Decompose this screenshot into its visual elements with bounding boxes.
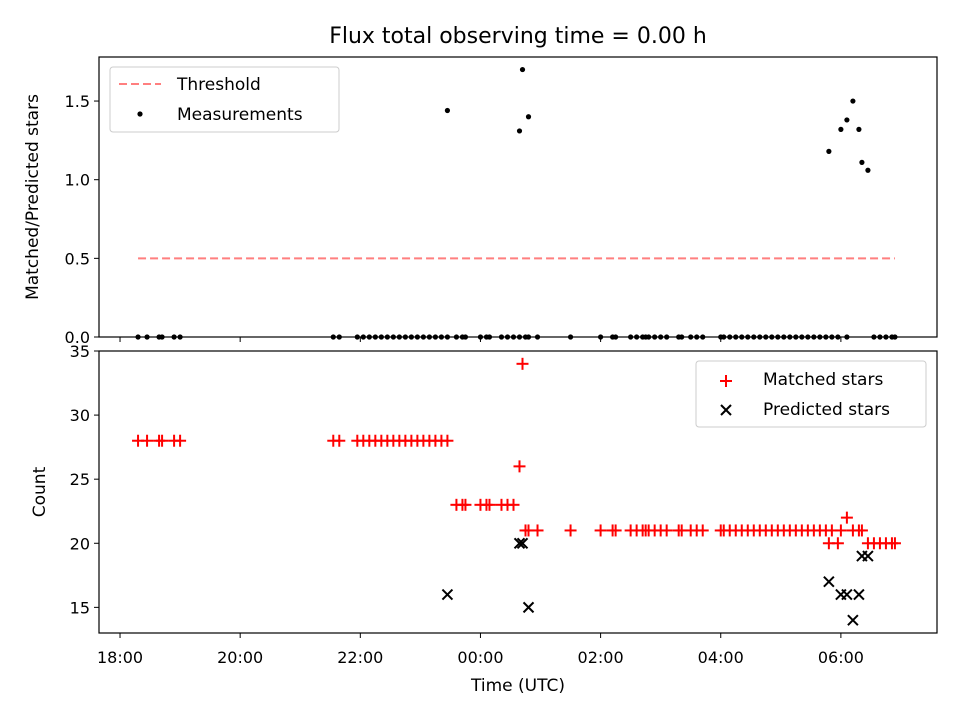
predicted-star-point bbox=[522, 601, 535, 614]
bottom-x-tick-label: 22:00 bbox=[337, 648, 383, 667]
measurement-point bbox=[838, 126, 844, 132]
bottom-x-tick-label: 00:00 bbox=[457, 648, 503, 667]
bottom-y-tick-label: 35 bbox=[70, 342, 90, 361]
matched-star-point bbox=[141, 434, 154, 447]
bottom-legend: Matched stars Predicted stars bbox=[695, 360, 927, 428]
predicted-star-point bbox=[841, 588, 853, 601]
legend-matched-swatch bbox=[720, 375, 732, 387]
matched-star-point bbox=[156, 434, 169, 447]
measurement-point bbox=[856, 126, 862, 132]
top-legend: Threshold Measurements bbox=[109, 66, 340, 133]
legend-predicted-label: Predicted stars bbox=[763, 400, 890, 420]
measurement-point bbox=[826, 148, 832, 154]
bottom-legend-box bbox=[695, 360, 927, 428]
predicted-star-point bbox=[847, 614, 859, 626]
bottom-y-tick-label: 15 bbox=[70, 598, 90, 617]
top-y-tick-label: 0.0 bbox=[65, 328, 90, 347]
bottom-marks bbox=[132, 357, 901, 626]
top-plot: 0.0 0.5 1.0 1.5 Matched/Predicted stars Thr… bbox=[23, 56, 938, 347]
matched-star-point bbox=[333, 434, 346, 447]
matched-star-point bbox=[513, 460, 526, 473]
bottom-y-tick-label: 30 bbox=[70, 406, 90, 425]
legend-predicted-swatch bbox=[720, 404, 732, 416]
predicted-star-point bbox=[516, 537, 529, 549]
top-y-tick-label: 1.5 bbox=[65, 92, 90, 111]
legend-measurements-label: Measurements bbox=[177, 105, 303, 125]
top-y-tick-label: 0.5 bbox=[65, 249, 90, 268]
matched-star-point bbox=[831, 537, 844, 550]
matched-star-point bbox=[483, 498, 496, 511]
top-y-tick-label: 1.0 bbox=[65, 171, 90, 190]
measurement-point bbox=[444, 107, 451, 114]
matched-star-point bbox=[594, 524, 607, 537]
bottom-yticks: 15 20 25 30 35 bbox=[70, 342, 99, 617]
matched-star-point bbox=[531, 524, 544, 537]
matched-star-point bbox=[507, 498, 520, 511]
matched-star-point bbox=[564, 524, 577, 537]
top-ylabel: Matched/Predicted stars bbox=[23, 94, 43, 300]
predicted-star-point bbox=[513, 537, 526, 549]
top-yticks: 0.0 0.5 1.0 1.5 bbox=[65, 92, 99, 347]
predicted-star-point bbox=[823, 576, 835, 588]
bottom-xticks: 18:00 20:00 22:00 00:00 02:00 04:00 06:00 bbox=[97, 633, 864, 667]
matched-star-point bbox=[696, 524, 709, 537]
matched-star-point bbox=[660, 524, 673, 537]
legend-measurements-swatch bbox=[137, 111, 143, 117]
measurement-point bbox=[525, 114, 532, 120]
bottom-y-tick-label: 25 bbox=[70, 470, 90, 489]
bottom-plot-frame bbox=[98, 350, 938, 634]
bottom-x-tick-label: 06:00 bbox=[818, 648, 864, 667]
matched-star-point bbox=[459, 498, 472, 511]
measurement-point bbox=[844, 117, 850, 123]
top-xticks bbox=[119, 337, 842, 342]
top-plot-frame bbox=[98, 56, 938, 338]
matched-star-point bbox=[609, 524, 622, 537]
matched-star-point bbox=[174, 434, 187, 447]
bottom-plot: 18:00 20:00 22:00 00:00 02:00 04:00 06:00 15 20… bbox=[30, 342, 938, 696]
bottom-x-tick-label: 18:00 bbox=[97, 648, 143, 667]
measurement-point bbox=[516, 128, 523, 134]
predicted-star-point bbox=[862, 550, 874, 562]
legend-threshold-label: Threshold bbox=[176, 75, 261, 95]
bottom-xlabel: Time (UTC) bbox=[470, 676, 565, 696]
legend-matched-label: Matched stars bbox=[763, 370, 883, 390]
bottom-x-tick-label: 20:00 bbox=[217, 648, 263, 667]
measurement-point bbox=[859, 159, 865, 165]
chart-title: Flux total observing time = 0.00 h bbox=[329, 24, 707, 49]
bottom-y-tick-label: 20 bbox=[70, 534, 90, 553]
top-legend-box bbox=[109, 66, 340, 133]
bottom-x-tick-label: 02:00 bbox=[578, 648, 624, 667]
predicted-star-point bbox=[853, 588, 865, 601]
bottom-ylabel: Count bbox=[30, 466, 50, 517]
matched-star-point bbox=[888, 537, 901, 550]
matched-star-point bbox=[834, 524, 847, 537]
bottom-x-tick-label: 04:00 bbox=[698, 648, 744, 667]
measurement-point bbox=[519, 66, 526, 73]
measurement-point bbox=[850, 98, 856, 104]
matched-star-point bbox=[855, 524, 868, 537]
predicted-star-point bbox=[441, 588, 454, 601]
matched-star-point bbox=[516, 357, 529, 370]
measurement-point bbox=[865, 167, 871, 173]
matched-star-point bbox=[840, 511, 853, 524]
matched-star-point bbox=[441, 434, 454, 447]
